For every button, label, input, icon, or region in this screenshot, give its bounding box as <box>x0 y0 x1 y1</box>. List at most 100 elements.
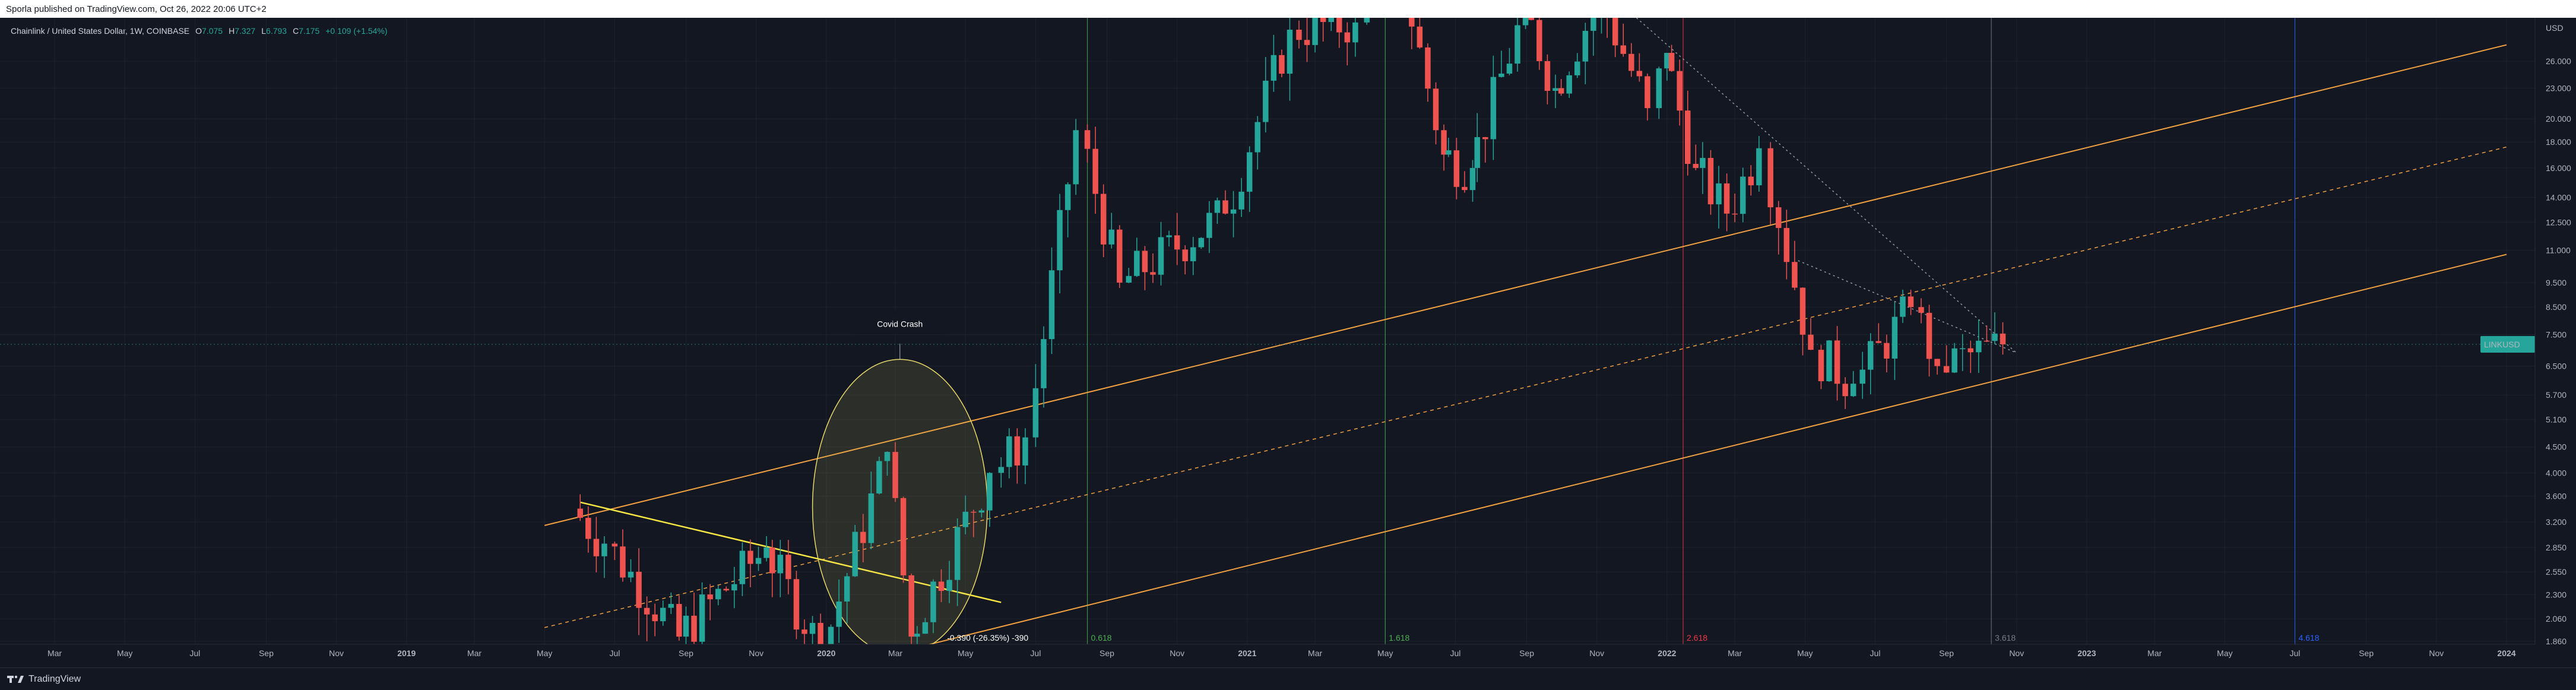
candle <box>699 582 705 648</box>
price-tick-label: 23.000 <box>2546 83 2571 93</box>
tradingview-brand: TradingView <box>28 673 81 684</box>
candle <box>1182 245 1188 275</box>
candle <box>1092 126 1098 214</box>
candle <box>1041 326 1047 408</box>
candle <box>1254 116 1261 170</box>
candle <box>884 451 891 476</box>
time-tick-label: Nov <box>1589 648 1604 658</box>
candle <box>1425 43 1431 102</box>
price-tick-label: 20.000 <box>2546 114 2571 124</box>
candle <box>1134 238 1140 277</box>
candle <box>1073 119 1079 195</box>
channel-upper-line <box>544 44 2507 526</box>
candle <box>1732 193 1738 223</box>
candle-series <box>577 18 2006 665</box>
time-tick-label: Mar <box>1308 648 1322 658</box>
time-tick-label: Nov <box>2429 648 2444 658</box>
symbol-legend: Chainlink / United States Dollar, 1W, CO… <box>11 26 388 36</box>
candle <box>1453 138 1460 200</box>
candle <box>1198 237 1205 249</box>
candle <box>1279 49 1285 78</box>
candle <box>585 506 591 553</box>
candle <box>1270 34 1277 92</box>
candle <box>1756 136 1762 192</box>
candle <box>793 571 800 640</box>
candle <box>930 579 936 634</box>
candle <box>844 572 850 624</box>
time-tick-label: Sep <box>259 648 274 658</box>
candle <box>1767 142 1773 224</box>
covid-crash-text: Covid Crash <box>877 319 923 329</box>
candle <box>1474 113 1480 182</box>
candle <box>1558 79 1564 96</box>
price-tick-label: 16.000 <box>2546 163 2571 173</box>
candle <box>1943 345 1950 374</box>
candle <box>1344 22 1351 66</box>
fib-time-label: 4.618 <box>2299 633 2320 642</box>
price-axis-bg <box>2535 18 2576 667</box>
price-tick-label: 9.500 <box>2546 278 2567 287</box>
candle <box>747 539 753 587</box>
candle <box>1926 305 1932 377</box>
price-tick-label: 5.100 <box>2546 414 2567 424</box>
candle <box>611 542 618 561</box>
candle <box>1748 165 1754 196</box>
candle <box>1656 67 1662 119</box>
time-tick-label: Mar <box>2147 648 2162 658</box>
time-tick-label: Jul <box>609 648 620 658</box>
price-tick-label: 2.550 <box>2546 567 2567 577</box>
candle <box>1506 48 1513 75</box>
candle <box>876 457 882 495</box>
candle <box>1417 18 1423 49</box>
price-tick-label: 14.000 <box>2546 192 2571 202</box>
fib-time-lines: 0.618 1.618 2.618 3.618 4.618 <box>1086 18 2320 644</box>
candle <box>660 600 666 626</box>
time-tick-label: Sep <box>1519 648 1534 658</box>
time-tick-label: May <box>2217 648 2232 658</box>
time-tick-label: Mar <box>888 648 902 658</box>
price-tick-label: 8.500 <box>2546 302 2567 312</box>
candle <box>785 540 791 594</box>
candle <box>1064 182 1071 238</box>
channel-lower-line <box>861 254 2507 662</box>
candle <box>836 580 842 643</box>
candle <box>954 518 961 606</box>
candle <box>1601 18 1602 34</box>
time-tick-label: Sep <box>1939 648 1954 658</box>
candle <box>1287 18 1293 101</box>
price-label-symbol: LINKUSD <box>2484 340 2520 349</box>
price-tick-label: 4.500 <box>2546 442 2567 452</box>
time-tick-label: Mar <box>1728 648 1742 658</box>
candle <box>577 494 584 521</box>
candle <box>601 536 607 578</box>
candle <box>1498 50 1504 78</box>
price-tick-label: 6.500 <box>2546 362 2567 371</box>
candle <box>1818 345 1824 390</box>
time-tick-label: Nov <box>1170 648 1184 658</box>
candle <box>1834 326 1840 401</box>
candle <box>644 596 650 641</box>
candle <box>1409 18 1415 49</box>
candle <box>1566 71 1572 98</box>
candle <box>1783 210 1790 280</box>
candle <box>1574 53 1580 78</box>
candle <box>1700 142 1706 194</box>
candle <box>1100 184 1107 258</box>
candle <box>593 517 600 572</box>
candle <box>852 525 858 577</box>
candle <box>731 566 737 609</box>
candle <box>1142 246 1148 290</box>
candle <box>1263 56 1269 132</box>
time-tick-label: May <box>117 648 132 658</box>
candle <box>1685 90 1691 176</box>
close-label: C <box>293 26 299 36</box>
price-tick-label: 3.200 <box>2546 517 2567 527</box>
candle <box>1900 289 1906 323</box>
candle <box>1664 53 1670 81</box>
time-tick-label: 2019 <box>397 648 416 658</box>
tradingview-logo[interactable]: TradingView <box>7 674 81 685</box>
time-tick-label: Sep <box>1100 648 1114 658</box>
candle <box>1336 18 1342 48</box>
candle <box>652 603 658 637</box>
